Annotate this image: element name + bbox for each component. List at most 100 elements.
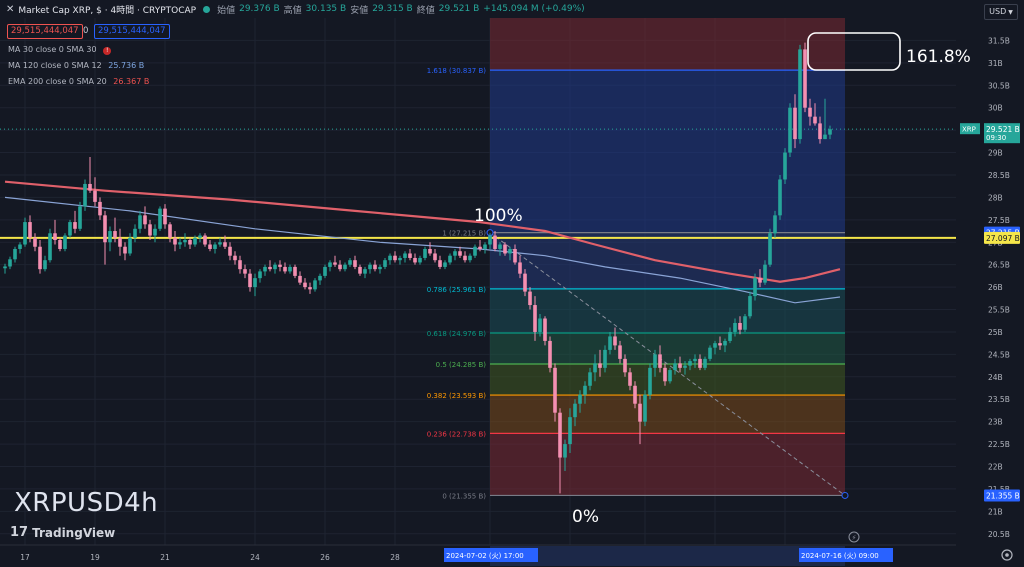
candle-body[interactable] <box>773 215 777 234</box>
settings-gear-icon[interactable] <box>1001 549 1013 561</box>
buy-price-box[interactable]: 29,515,444,047 <box>94 24 170 39</box>
candle-body[interactable] <box>583 385 587 395</box>
candle-body[interactable] <box>763 264 767 283</box>
candle-body[interactable] <box>233 255 237 261</box>
candle-body[interactable] <box>563 444 567 458</box>
currency-selector[interactable]: USD ▼ <box>984 4 1018 20</box>
candle-body[interactable] <box>213 244 217 249</box>
candle-body[interactable] <box>803 49 807 108</box>
candle-body[interactable] <box>513 248 517 263</box>
candle-body[interactable] <box>308 287 312 290</box>
candle-body[interactable] <box>708 347 712 359</box>
candle-body[interactable] <box>193 237 197 245</box>
candle-body[interactable] <box>183 240 187 243</box>
candle-body[interactable] <box>828 129 832 135</box>
candle-body[interactable] <box>553 367 557 413</box>
close-icon[interactable]: ✕ <box>6 3 15 15</box>
lightning-icon[interactable] <box>848 531 860 543</box>
candle-body[interactable] <box>73 222 77 229</box>
sell-price-box[interactable]: 29,515,444,047 <box>7 24 83 39</box>
candle-body[interactable] <box>163 208 167 225</box>
candle-body[interactable] <box>733 322 737 332</box>
candle-body[interactable] <box>683 365 687 368</box>
candle-body[interactable] <box>568 417 572 445</box>
candle-body[interactable] <box>768 233 772 265</box>
candle-body[interactable] <box>158 208 162 229</box>
candle-body[interactable] <box>558 412 562 458</box>
candle-body[interactable] <box>788 107 792 153</box>
candle-body[interactable] <box>338 264 342 270</box>
candle-body[interactable] <box>108 231 112 243</box>
candle-body[interactable] <box>433 253 437 261</box>
candle-body[interactable] <box>468 255 472 261</box>
candle-body[interactable] <box>493 235 497 249</box>
candle-body[interactable] <box>663 367 667 382</box>
candle-body[interactable] <box>608 336 612 350</box>
candle-body[interactable] <box>53 233 57 241</box>
candle-body[interactable] <box>693 358 697 362</box>
candle-body[interactable] <box>778 179 782 216</box>
candle-body[interactable] <box>653 354 657 368</box>
candle-body[interactable] <box>703 358 707 368</box>
candle-body[interactable] <box>368 264 372 270</box>
price-axis[interactable]: 31.5B31B30.5B30B29.5B29B28.5B28B27.5B27B… <box>956 18 1024 545</box>
candle-body[interactable] <box>758 278 762 283</box>
candle-body[interactable] <box>258 271 262 279</box>
candle-body[interactable] <box>128 237 132 254</box>
candle-body[interactable] <box>638 403 642 422</box>
candle-body[interactable] <box>103 215 107 243</box>
fib-anchor-end[interactable] <box>841 491 849 499</box>
candle-body[interactable] <box>573 403 577 418</box>
candle-body[interactable] <box>68 222 72 236</box>
candle-body[interactable] <box>673 363 677 371</box>
candle-body[interactable] <box>33 237 37 247</box>
candle-body[interactable] <box>293 266 297 276</box>
candle-body[interactable] <box>283 266 287 272</box>
candle-body[interactable] <box>198 235 202 238</box>
candle-body[interactable] <box>373 264 377 270</box>
candle-body[interactable] <box>268 266 272 270</box>
candle-body[interactable] <box>388 255 392 261</box>
candle-body[interactable] <box>413 257 417 263</box>
candle-body[interactable] <box>248 273 252 288</box>
fib-trend-line[interactable] <box>489 232 846 496</box>
candle-body[interactable] <box>118 237 122 247</box>
candle-body[interactable] <box>593 363 597 373</box>
candle-body[interactable] <box>328 262 332 267</box>
candle-body[interactable] <box>448 255 452 263</box>
candle-body[interactable] <box>488 235 492 245</box>
candle-body[interactable] <box>818 123 822 140</box>
candle-body[interactable] <box>428 248 432 254</box>
candle-body[interactable] <box>523 273 527 292</box>
candle-body[interactable] <box>518 262 522 274</box>
candle-body[interactable] <box>698 358 702 368</box>
candle-body[interactable] <box>578 394 582 404</box>
candle-body[interactable] <box>793 107 797 140</box>
candle-body[interactable] <box>348 260 352 265</box>
candle-body[interactable] <box>633 385 637 404</box>
candle-body[interactable] <box>723 340 727 346</box>
candle-body[interactable] <box>743 316 747 330</box>
candle-body[interactable] <box>358 266 362 274</box>
candle-body[interactable] <box>473 246 477 256</box>
time-axis[interactable]: 1719212426287/5810122024-07-02 (火) 17:00… <box>0 531 1013 566</box>
candle-body[interactable] <box>18 244 22 249</box>
candle-body[interactable] <box>533 305 537 332</box>
candle-body[interactable] <box>333 262 337 265</box>
candle-body[interactable] <box>598 363 602 368</box>
candle-body[interactable] <box>808 107 812 117</box>
candle-body[interactable] <box>303 282 307 288</box>
candle-body[interactable] <box>548 340 552 368</box>
candle-body[interactable] <box>668 370 672 382</box>
candle-body[interactable] <box>393 255 397 261</box>
candle-body[interactable] <box>288 266 292 272</box>
candle-body[interactable] <box>798 49 802 140</box>
indicator-ma30[interactable]: MA 30 close 0 SMA 30 ! <box>8 45 112 55</box>
candle-body[interactable] <box>718 343 722 346</box>
candle-body[interactable] <box>453 251 457 256</box>
candle-body[interactable] <box>643 394 647 422</box>
candle-body[interactable] <box>738 322 742 330</box>
candle-body[interactable] <box>113 231 117 238</box>
candle-body[interactable] <box>28 222 32 238</box>
candle-body[interactable] <box>83 183 87 207</box>
